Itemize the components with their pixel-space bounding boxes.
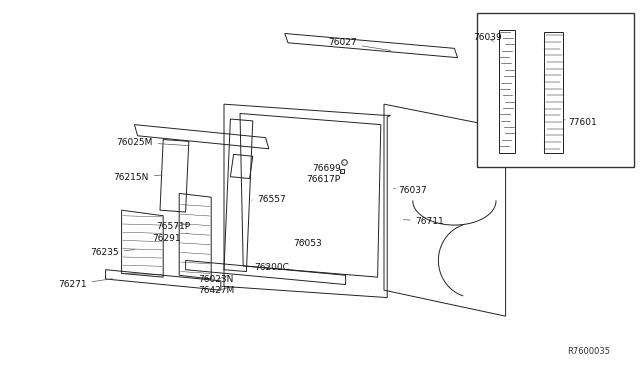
Text: 76053: 76053 <box>293 239 321 248</box>
Text: 76711: 76711 <box>403 217 444 226</box>
Text: 76235: 76235 <box>90 248 135 257</box>
Text: 76617P: 76617P <box>306 171 342 184</box>
Text: 76557: 76557 <box>252 195 286 203</box>
Text: 76039: 76039 <box>474 33 502 42</box>
Text: 77601: 77601 <box>564 118 596 126</box>
Bar <box>477 13 634 167</box>
Text: 76025M: 76025M <box>116 138 189 147</box>
Text: 76027: 76027 <box>328 38 391 51</box>
Text: 76200C: 76200C <box>255 263 289 272</box>
Text: 76023N: 76023N <box>198 275 234 284</box>
Text: 76291: 76291 <box>152 233 188 243</box>
Text: R7600035: R7600035 <box>567 347 611 356</box>
Text: 76427M: 76427M <box>198 286 234 295</box>
Text: 76571P: 76571P <box>156 222 190 231</box>
Text: 76271: 76271 <box>58 279 113 289</box>
Text: 76215N: 76215N <box>113 173 163 182</box>
Text: 76699: 76699 <box>312 162 344 173</box>
Text: 76037: 76037 <box>394 186 427 195</box>
